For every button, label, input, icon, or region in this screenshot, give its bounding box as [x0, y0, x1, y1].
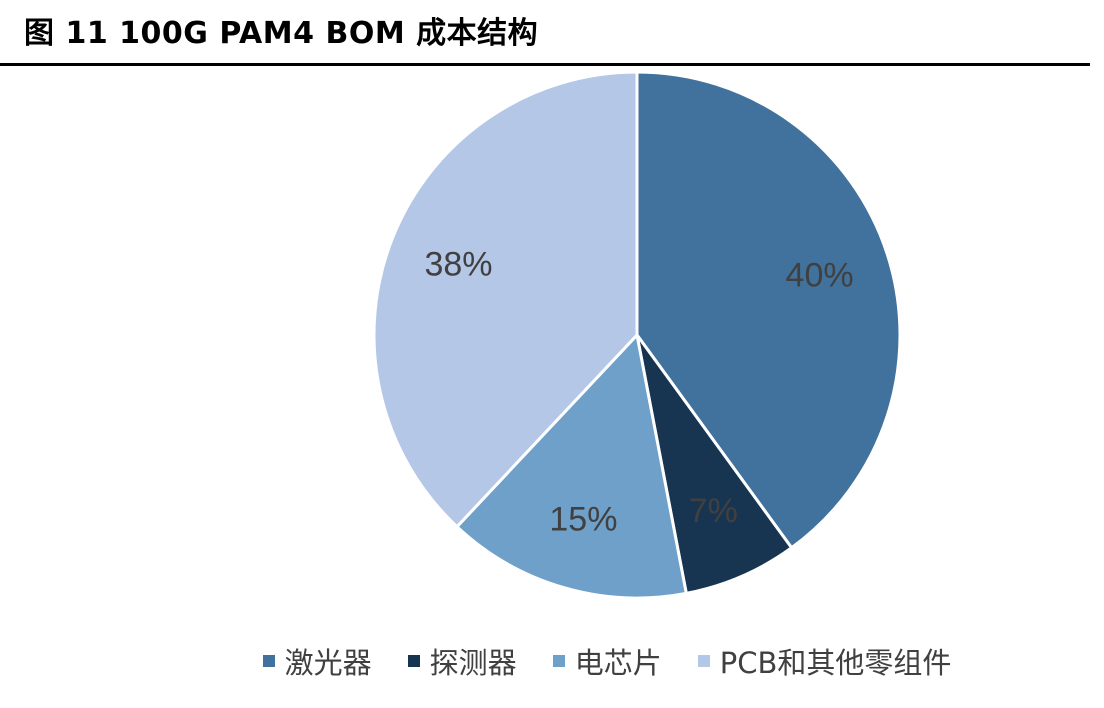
legend-swatch: [407, 655, 420, 667]
pie-chart-svg: 40% 7% 15% 38%: [372, 70, 902, 600]
pie-slice-pcb-and-other-components: [372, 70, 639, 529]
data-label-laser: 40%: [786, 257, 854, 295]
pie-slice-detector: [635, 333, 794, 595]
legend-label: PCB和其他零组件: [719, 646, 952, 680]
legend-item-electrical-chip: 电芯片: [552, 640, 662, 682]
figure-title: 图 11 100G PAM4 BOM 成本结构: [24, 16, 539, 51]
legend-swatch: [552, 655, 565, 667]
legend-item-laser: 激光器: [262, 640, 372, 682]
figure-header: 图 11 100G PAM4 BOM 成本结构: [0, 0, 1090, 66]
data-label-electrical-chip: 15%: [549, 500, 617, 538]
chart-legend: 激光器 探测器 电芯片 PCB和其他零组件: [0, 636, 1104, 686]
legend-item-detector: 探测器: [407, 640, 517, 682]
pie-chart: 40% 7% 15% 38%: [0, 68, 1104, 628]
legend-swatch: [262, 655, 275, 667]
pie-slice-laser: [635, 70, 902, 550]
legend-label: 电芯片: [574, 646, 662, 680]
pie-slice-electrical-chip: [455, 333, 688, 600]
legend-label: 激光器: [284, 646, 372, 680]
data-label-detector: 7%: [689, 492, 738, 530]
legend-label: 探测器: [429, 646, 517, 680]
legend-item-pcb-and-other-components: PCB和其他零组件: [697, 640, 952, 682]
legend-swatch: [697, 655, 710, 667]
data-label-pcb-and-other-components: 38%: [424, 245, 492, 283]
